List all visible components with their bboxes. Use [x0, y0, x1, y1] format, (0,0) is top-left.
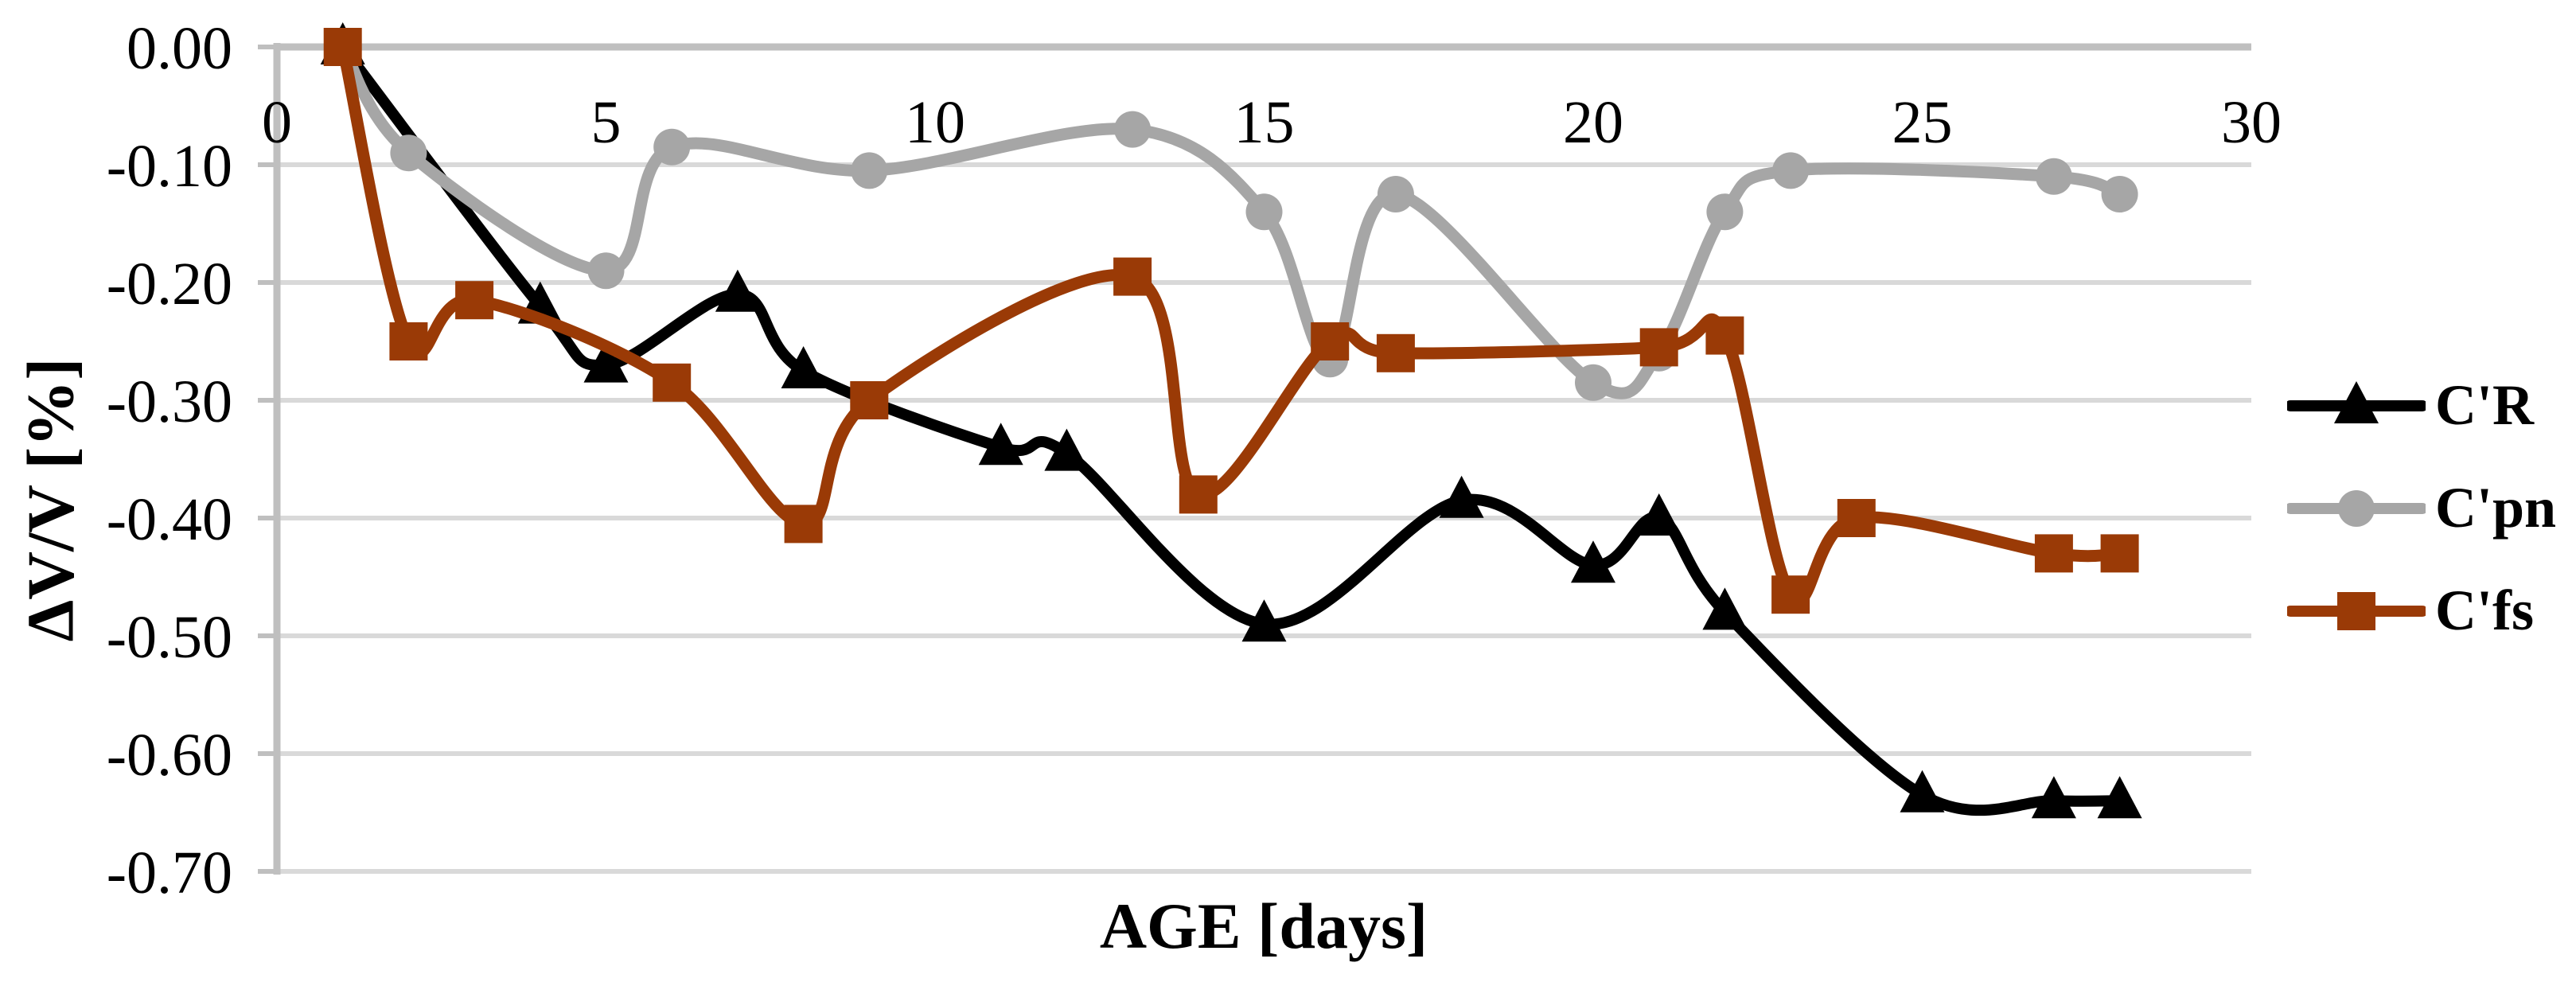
x-tick-label: 20 [1563, 89, 1623, 156]
x-tick-label: 5 [591, 89, 622, 156]
x-axis-title: AGE [days] [1099, 890, 1428, 962]
circle-marker [587, 252, 625, 290]
circle-marker [1575, 364, 1611, 401]
square-marker [1179, 475, 1218, 514]
square-marker [1376, 333, 1415, 372]
y-axis-title: ΔV/V [%] [14, 357, 88, 642]
y-tick-label: -0.10 [107, 133, 232, 200]
triangle-marker [1571, 540, 1615, 583]
circle-marker [2101, 176, 2138, 212]
square-marker [850, 381, 889, 419]
legend: C'R C'pn C'fs [2287, 354, 2556, 662]
y-tick-label: -0.70 [107, 840, 232, 906]
circle-marker [1245, 193, 1283, 231]
circle-marker [2338, 489, 2375, 527]
triangle-marker [1439, 475, 1484, 518]
square-marker [653, 363, 692, 402]
square-marker [2337, 591, 2375, 630]
triangle-marker [583, 340, 629, 383]
y-tick-label: -0.40 [107, 486, 232, 553]
circle-marker [390, 134, 427, 172]
x-tick-label: 10 [905, 89, 965, 156]
square-marker [1837, 499, 1876, 537]
circle-marker [653, 128, 691, 166]
square-marker [389, 322, 428, 360]
square-marker [1771, 575, 1810, 614]
series-cr [320, 22, 2142, 819]
series-cfs [323, 28, 2139, 614]
triangle-marker [2031, 776, 2076, 819]
legend-label: C'fs [2435, 579, 2534, 642]
legend-label: C'R [2435, 373, 2534, 437]
square-marker [2100, 534, 2139, 573]
triangle-marker [1044, 428, 1089, 471]
square-marker [784, 505, 823, 544]
square-marker [1113, 257, 1152, 296]
circle-marker [1706, 193, 1744, 231]
triangle-marker [2097, 776, 2142, 819]
legend-swatch [2287, 380, 2426, 423]
x-tick-label: 30 [2221, 89, 2282, 156]
square-marker [455, 281, 494, 320]
legend-label: C'pn [2435, 476, 2557, 540]
legend-item-cpn: C'pn [2287, 457, 2556, 559]
y-tick-label: -0.30 [107, 368, 232, 435]
legend-item-cr: C'R [2287, 354, 2556, 457]
y-tick-label: -0.60 [107, 722, 232, 789]
triangle-marker [1636, 493, 1682, 536]
triangle-marker [715, 269, 760, 312]
legend-swatch [2287, 591, 2426, 630]
series-line [337, 41, 2126, 816]
x-tick-label: 0 [262, 89, 292, 156]
square-marker [2034, 534, 2073, 573]
legend-swatch [2287, 489, 2426, 527]
triangle-marker [781, 346, 826, 388]
circle-marker [2035, 158, 2072, 195]
legend-item-cfs: C'fs [2287, 559, 2556, 662]
y-tick-label: 0.00 [127, 15, 232, 82]
triangle-marker [978, 423, 1023, 466]
circle-marker [851, 152, 888, 189]
circle-marker [1377, 176, 1414, 212]
triangle-marker [2334, 380, 2379, 423]
triangle-marker [1241, 599, 1287, 642]
circle-marker [1114, 111, 1152, 148]
y-tick-label: -0.50 [107, 604, 232, 671]
square-marker [323, 28, 362, 66]
circle-marker [1772, 152, 1810, 189]
square-marker [1311, 322, 1350, 360]
square-marker [1639, 328, 1678, 367]
x-tick-label: 25 [1892, 89, 1953, 156]
x-tick-label: 15 [1234, 89, 1295, 156]
y-tick-label: -0.20 [107, 251, 232, 318]
square-marker [1705, 316, 1744, 355]
triangle-marker [1702, 587, 1748, 630]
triangle-marker [1900, 770, 1945, 812]
